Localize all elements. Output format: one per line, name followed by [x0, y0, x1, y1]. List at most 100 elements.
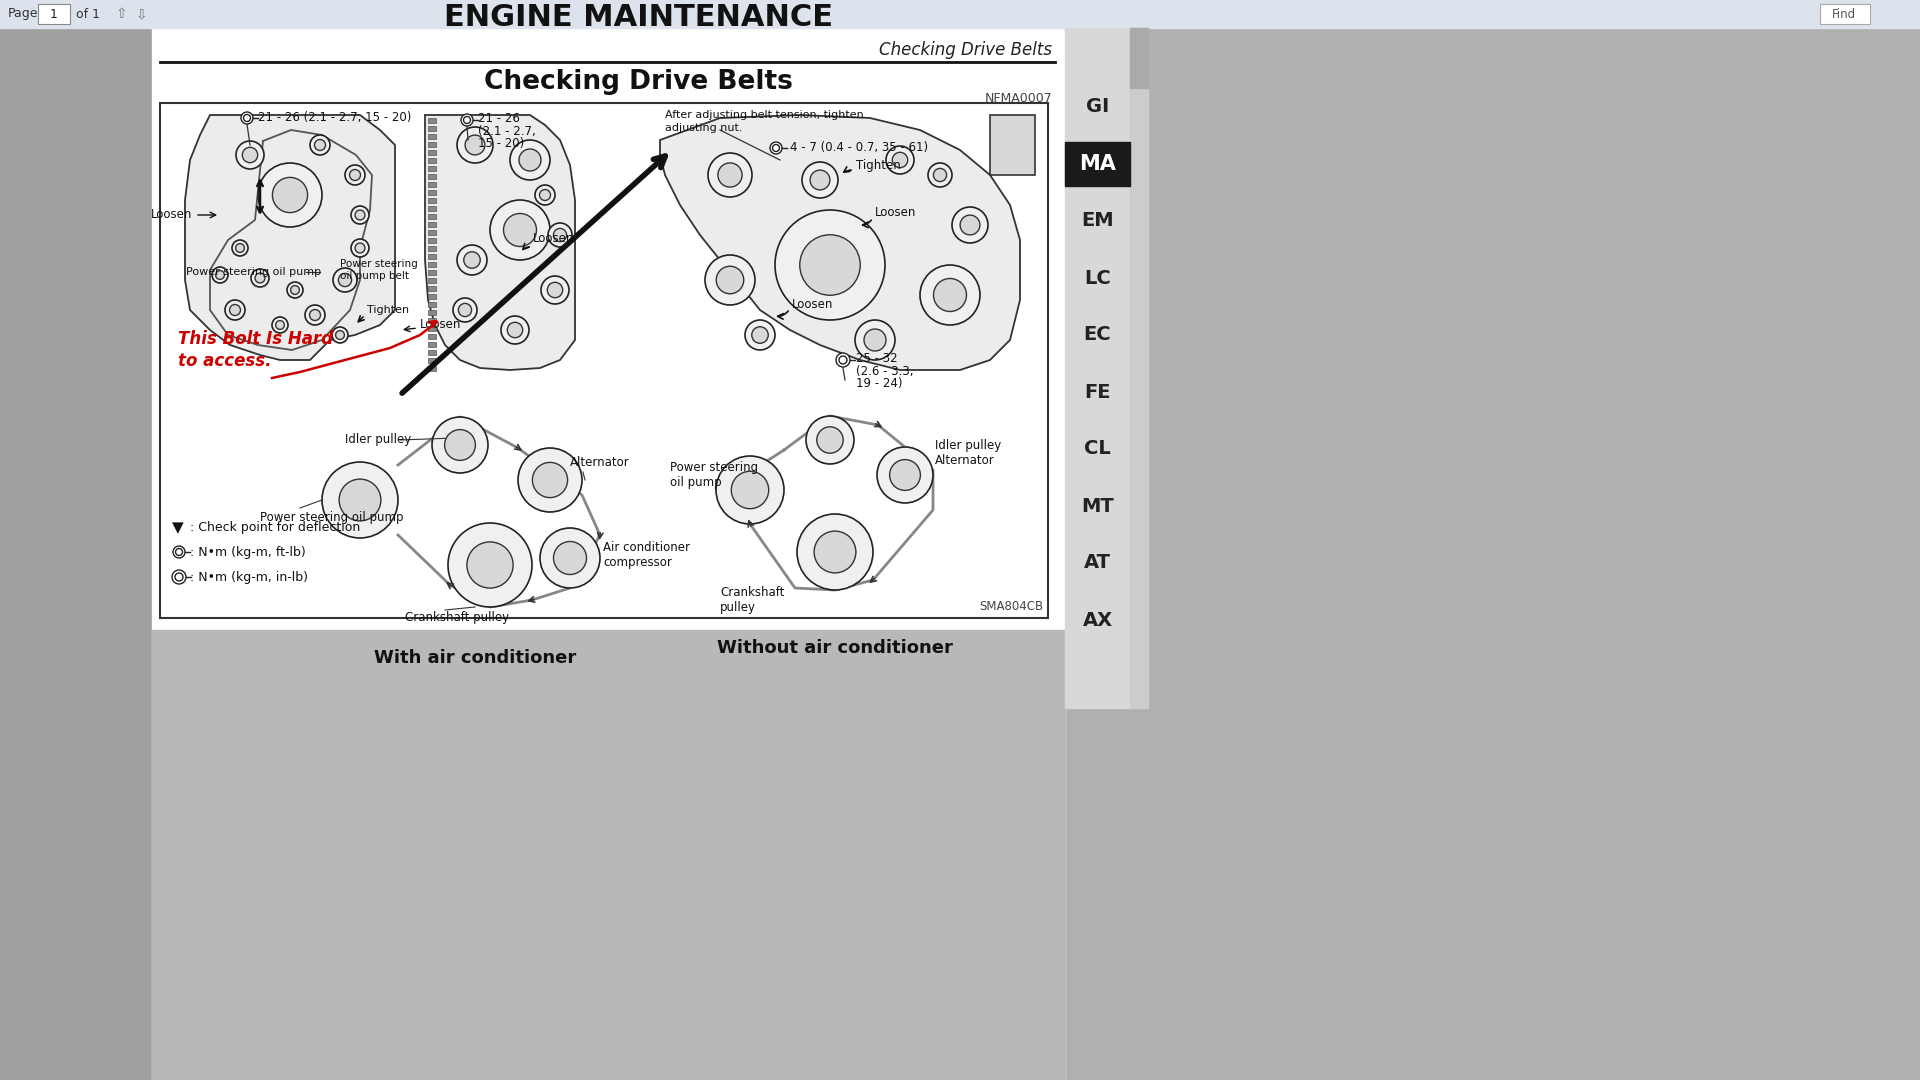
- Bar: [1131, 28, 1148, 87]
- Circle shape: [432, 417, 488, 473]
- Circle shape: [457, 127, 493, 163]
- Circle shape: [541, 276, 568, 303]
- Circle shape: [553, 541, 586, 575]
- Text: 1: 1: [50, 8, 58, 21]
- Text: 21 - 26 (2.1 - 2.7, 15 - 20): 21 - 26 (2.1 - 2.7, 15 - 20): [257, 111, 411, 124]
- Circle shape: [718, 163, 743, 187]
- Bar: [428, 183, 436, 187]
- Circle shape: [338, 273, 351, 286]
- Circle shape: [309, 310, 321, 321]
- Bar: [428, 238, 436, 243]
- Bar: [428, 198, 436, 203]
- Circle shape: [461, 114, 472, 126]
- Circle shape: [173, 570, 186, 584]
- Circle shape: [547, 282, 563, 298]
- Circle shape: [309, 135, 330, 156]
- Text: Loosen: Loosen: [534, 231, 574, 244]
- Polygon shape: [660, 114, 1020, 370]
- Text: AT: AT: [1085, 553, 1112, 572]
- Text: AX: AX: [1083, 610, 1112, 630]
- Circle shape: [854, 320, 895, 360]
- Circle shape: [518, 448, 582, 512]
- Bar: [428, 134, 436, 139]
- Text: MA: MA: [1079, 154, 1116, 174]
- Circle shape: [463, 117, 470, 123]
- Circle shape: [467, 542, 513, 589]
- Text: ▼: ▼: [173, 519, 184, 535]
- Text: Find: Find: [1830, 8, 1855, 21]
- Circle shape: [355, 243, 365, 253]
- Text: Power steering
oil pump: Power steering oil pump: [670, 461, 758, 489]
- Polygon shape: [424, 114, 574, 370]
- Circle shape: [507, 322, 522, 338]
- Bar: [428, 118, 436, 123]
- Text: MT: MT: [1081, 497, 1114, 515]
- Circle shape: [305, 305, 324, 325]
- Text: Loosen: Loosen: [420, 319, 461, 332]
- Text: 21 - 26: 21 - 26: [478, 111, 520, 124]
- Text: Alternator: Alternator: [935, 454, 995, 467]
- Circle shape: [501, 316, 530, 345]
- Text: of 1: of 1: [77, 8, 100, 21]
- Circle shape: [889, 460, 920, 490]
- Circle shape: [351, 239, 369, 257]
- Circle shape: [933, 279, 966, 311]
- Bar: [428, 190, 436, 195]
- Text: NFMA0007: NFMA0007: [985, 92, 1052, 105]
- Circle shape: [801, 234, 860, 295]
- Text: : N•m (kg-m, ft-lb): : N•m (kg-m, ft-lb): [190, 546, 305, 559]
- Text: ENGINE MAINTENANCE: ENGINE MAINTENANCE: [444, 3, 833, 32]
- Circle shape: [453, 298, 476, 322]
- Circle shape: [175, 573, 182, 581]
- Text: Alternator: Alternator: [570, 456, 630, 469]
- Circle shape: [806, 416, 854, 464]
- Bar: [428, 310, 436, 315]
- Text: Idler pulley: Idler pulley: [935, 438, 1000, 451]
- Text: EC: EC: [1083, 325, 1112, 345]
- Bar: [428, 166, 436, 171]
- Bar: [428, 214, 436, 219]
- Text: (2.6 - 3.3,: (2.6 - 3.3,: [856, 365, 914, 378]
- Text: Find: Find: [1832, 8, 1857, 21]
- Text: Power steering
oil pump belt: Power steering oil pump belt: [340, 259, 419, 281]
- Text: Air conditioner
compressor: Air conditioner compressor: [603, 541, 689, 569]
- Bar: [428, 141, 436, 147]
- Bar: [1066, 28, 1131, 708]
- Bar: [428, 342, 436, 347]
- Circle shape: [770, 141, 781, 154]
- Circle shape: [273, 318, 288, 333]
- Text: This Bolt Is Hard
to access.: This Bolt Is Hard to access.: [179, 330, 334, 370]
- Text: Loosen: Loosen: [791, 298, 833, 311]
- Bar: [428, 318, 436, 323]
- Circle shape: [540, 528, 599, 588]
- Bar: [428, 350, 436, 355]
- Circle shape: [753, 327, 768, 343]
- Circle shape: [864, 329, 885, 351]
- Polygon shape: [184, 114, 396, 360]
- Bar: [428, 174, 436, 179]
- Circle shape: [893, 152, 908, 167]
- Bar: [0, 28, 152, 1080]
- Circle shape: [810, 170, 829, 190]
- Circle shape: [797, 514, 874, 590]
- Bar: [152, 630, 1066, 1080]
- Circle shape: [286, 282, 303, 298]
- Circle shape: [540, 189, 551, 201]
- Text: GI: GI: [1087, 97, 1110, 117]
- Bar: [159, 103, 1048, 618]
- Circle shape: [236, 244, 244, 253]
- Bar: [428, 206, 436, 211]
- Circle shape: [273, 177, 307, 213]
- Circle shape: [772, 145, 780, 151]
- Text: FE: FE: [1085, 382, 1112, 402]
- Text: Loosen: Loosen: [150, 208, 192, 221]
- Text: Power steering oil pump: Power steering oil pump: [186, 267, 321, 276]
- Bar: [428, 254, 436, 259]
- Circle shape: [716, 267, 743, 294]
- Circle shape: [173, 546, 184, 558]
- Bar: [428, 150, 436, 156]
- Circle shape: [518, 149, 541, 171]
- Text: 25 - 32: 25 - 32: [856, 351, 899, 365]
- Circle shape: [290, 285, 300, 295]
- Circle shape: [225, 300, 246, 320]
